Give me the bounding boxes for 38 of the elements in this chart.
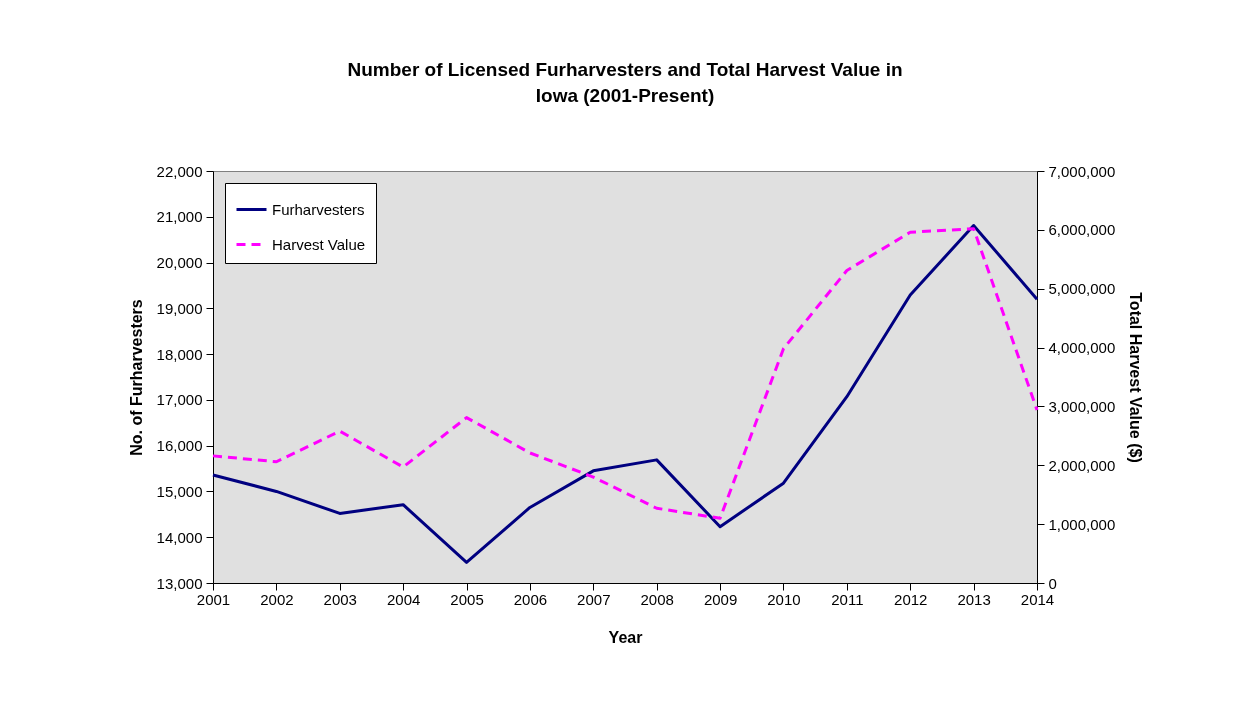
y2-tick-label: 1,000,000 [1048, 515, 1116, 533]
x-axis-title: Year [608, 628, 643, 646]
x-tick-label: 2014 [1020, 590, 1055, 608]
y-tick-label: 14,000 [156, 528, 203, 546]
x-tick-label: 2008 [640, 590, 674, 608]
x-tick-label: 2011 [831, 590, 864, 608]
x-tick-label: 2013 [957, 590, 991, 608]
y-tick-label: 18,000 [156, 345, 203, 363]
y-tick-label: 21,000 [156, 208, 203, 226]
x-tick-label: 2006 [513, 590, 548, 608]
y2-tick-label: 5,000,000 [1048, 280, 1116, 298]
x-tick-label: 2001 [196, 590, 231, 608]
y-tick-label: 15,000 [156, 482, 203, 500]
y-tick-label: 22,000 [156, 162, 203, 180]
x-tick-label: 2004 [386, 590, 421, 608]
y2-tick-label: 4,000,000 [1048, 339, 1116, 357]
y2-tick-label: 3,000,000 [1048, 397, 1116, 415]
x-tick-label: 2010 [767, 590, 801, 608]
x-tick-label: 2005 [450, 590, 484, 608]
y2-tick-label: 6,000,000 [1048, 221, 1116, 239]
y2-tick-label: 7,000,000 [1048, 162, 1116, 180]
legend-label: Furharvesters [272, 200, 365, 218]
y-axis-title: No. of Furharvesters [127, 299, 145, 456]
y2-axis-title: Total Harvest Value ($) [1127, 292, 1145, 463]
y-tick-label: 17,000 [156, 391, 203, 409]
y2-tick-label: 2,000,000 [1048, 456, 1116, 474]
legend-label: Harvest Value [272, 235, 366, 253]
chart-title: Number of Licensed Furharvesters and Total Harvest Value in Iowa (2001-Present) [347, 59, 903, 106]
x-tick-label: 2002 [260, 590, 294, 608]
y2-tick-label: 0 [1048, 574, 1057, 592]
y-tick-label: 13,000 [156, 574, 203, 592]
y-tick-label: 16,000 [156, 437, 203, 455]
y-tick-label: 20,000 [156, 254, 203, 272]
x-tick-label: 2012 [894, 590, 928, 608]
x-tick-label: 2003 [323, 590, 357, 608]
y-tick-label: 19,000 [156, 299, 203, 317]
x-tick-label: 2007 [577, 590, 611, 608]
x-tick-label: 2009 [703, 590, 738, 608]
